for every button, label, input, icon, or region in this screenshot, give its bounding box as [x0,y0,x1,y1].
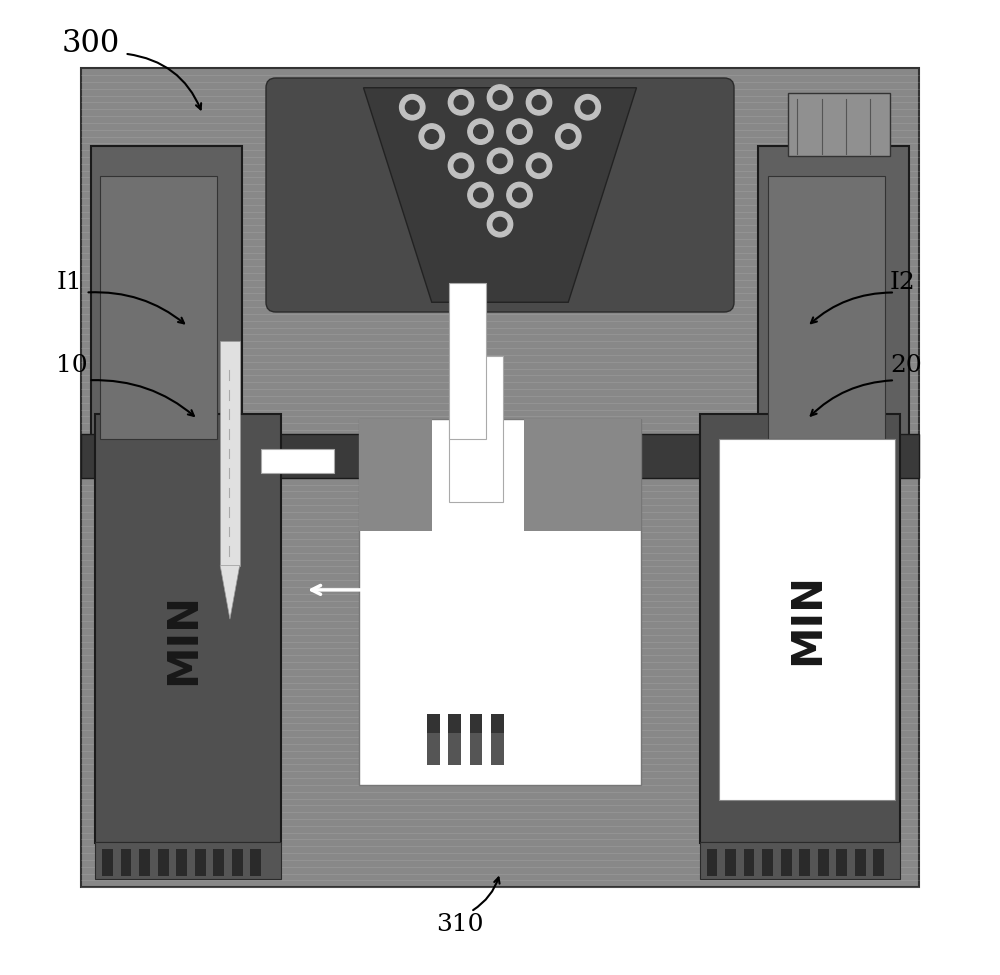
Bar [102,849,113,876]
Bar [719,439,895,800]
Polygon shape [220,566,240,619]
Circle shape [468,182,493,208]
Circle shape [400,95,425,120]
Bar [261,448,334,473]
Bar [91,146,242,458]
Bar [95,842,281,879]
Bar [100,176,217,439]
Bar [768,176,885,439]
Bar [818,849,829,876]
Text: I1: I1 [56,271,82,294]
Circle shape [419,124,444,149]
Bar [524,419,641,531]
Bar [139,849,150,876]
Circle shape [487,85,513,110]
Bar [81,434,919,478]
Circle shape [454,159,468,173]
Bar [195,849,206,876]
Circle shape [507,182,532,208]
Circle shape [532,159,546,173]
Bar [121,849,131,876]
Bar [744,849,754,876]
Bar [448,714,461,733]
Bar [788,93,890,156]
Circle shape [405,100,419,114]
Bar [470,719,482,765]
Circle shape [513,188,526,202]
Bar [427,719,440,765]
Circle shape [425,130,439,143]
Text: 20: 20 [890,354,922,377]
FancyBboxPatch shape [266,78,734,312]
Bar [81,68,919,887]
Circle shape [493,154,507,168]
FancyArrowPatch shape [312,585,375,595]
Bar [449,283,486,439]
Bar [359,419,432,531]
Bar [725,849,736,876]
Circle shape [487,212,513,237]
Bar [250,849,261,876]
Bar [707,849,717,876]
Bar [855,849,866,876]
Text: MIN: MIN [786,573,828,665]
Bar [427,714,440,733]
Bar [799,849,810,876]
Bar [700,414,900,843]
Text: MIN: MIN [162,593,204,684]
Circle shape [487,148,513,174]
Circle shape [575,95,600,120]
Circle shape [526,90,552,115]
Text: 310: 310 [437,913,484,936]
Bar [491,714,504,733]
Circle shape [507,119,532,144]
Bar [95,414,281,843]
Circle shape [526,153,552,178]
Circle shape [556,124,581,149]
Circle shape [581,100,595,114]
Bar [491,719,504,765]
Bar [470,714,482,733]
Bar [781,849,792,876]
Circle shape [454,96,468,109]
Bar [449,356,503,502]
Circle shape [532,96,546,109]
Polygon shape [364,88,637,302]
Bar [700,842,900,879]
Text: I2: I2 [890,271,916,294]
Bar [359,419,641,785]
Circle shape [448,90,474,115]
Bar [220,341,240,566]
Bar [758,146,909,458]
Text: 300: 300 [61,28,120,59]
Circle shape [493,217,507,231]
Circle shape [468,119,493,144]
Bar [176,849,187,876]
Circle shape [513,125,526,138]
Circle shape [474,125,487,138]
Bar [158,849,169,876]
Bar [836,849,847,876]
Bar [873,849,884,876]
Circle shape [561,130,575,143]
Bar [448,719,461,765]
FancyArrowPatch shape [264,458,319,464]
Bar [232,849,243,876]
Circle shape [493,91,507,104]
Bar [213,849,224,876]
Circle shape [474,188,487,202]
Bar [762,849,773,876]
Circle shape [448,153,474,178]
Text: 10: 10 [56,354,88,377]
